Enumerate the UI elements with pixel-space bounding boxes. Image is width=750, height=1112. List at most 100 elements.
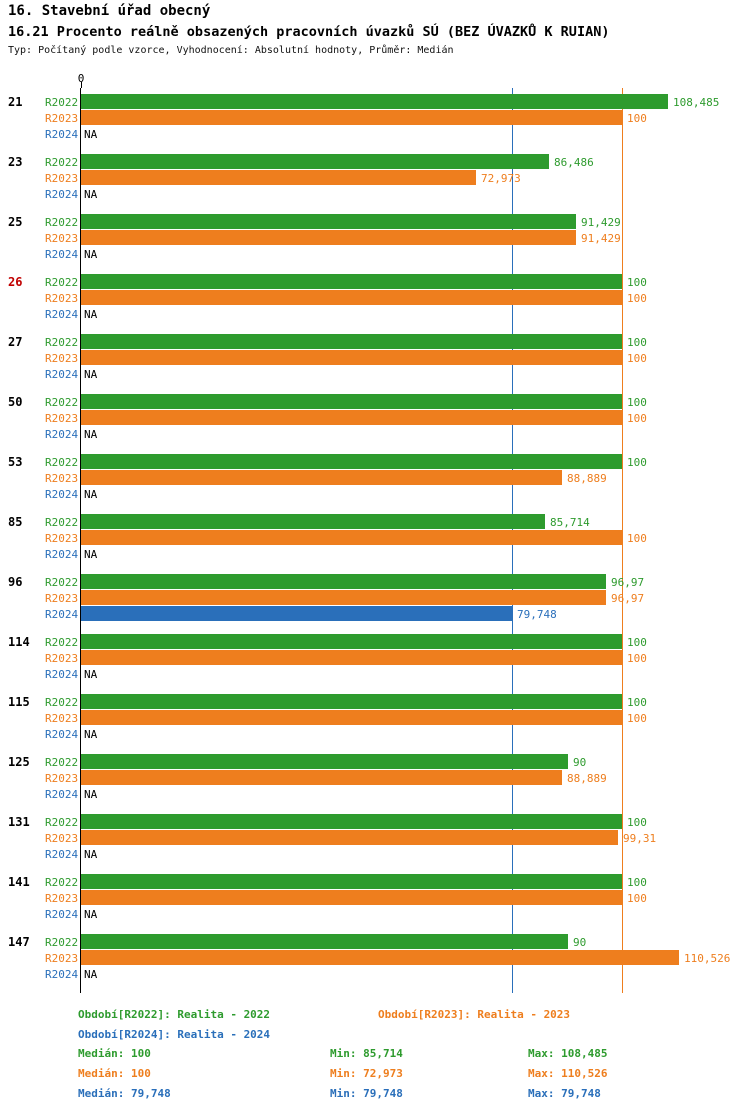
series-row-label: R2023 bbox=[45, 232, 79, 245]
series-row-label: R2023 bbox=[45, 532, 79, 545]
series-row-label: R2024 bbox=[45, 368, 79, 381]
group-label: 114 bbox=[8, 635, 30, 649]
group-label: 53 bbox=[8, 455, 23, 469]
bar-value-label: 100 bbox=[627, 876, 647, 889]
na-value-label: NA bbox=[84, 848, 98, 861]
bar-value-label: 108,485 bbox=[673, 96, 720, 109]
series-row-label: R2022 bbox=[45, 216, 79, 229]
bar-r2022 bbox=[81, 154, 549, 169]
series-row-label: R2023 bbox=[45, 772, 79, 785]
series-row-label: R2023 bbox=[45, 952, 79, 965]
bar-value-label: 96,97 bbox=[611, 592, 645, 605]
na-value-label: NA bbox=[84, 668, 98, 681]
report-title: 16. Stavební úřad obecný bbox=[8, 3, 211, 19]
axis-zero-label: 0 bbox=[77, 72, 85, 85]
bar-r2022 bbox=[81, 574, 606, 589]
series-row-label: R2023 bbox=[45, 472, 79, 485]
group-label: 147 bbox=[8, 935, 30, 949]
bar-value-label: 100 bbox=[627, 652, 647, 665]
series-row-label: R2022 bbox=[45, 96, 79, 109]
bar-r2022 bbox=[81, 634, 622, 649]
bar-r2022 bbox=[81, 814, 622, 829]
stat-min-r2023: Min: 72,973 bbox=[330, 1067, 403, 1080]
series-row-label: R2022 bbox=[45, 696, 79, 709]
bar-r2024 bbox=[81, 606, 512, 621]
series-row-label: R2023 bbox=[45, 172, 79, 185]
series-row-label: R2024 bbox=[45, 848, 79, 861]
group-label: 131 bbox=[8, 815, 30, 829]
bar-value-label: 90 bbox=[573, 756, 587, 769]
bar-value-label: 88,889 bbox=[567, 772, 607, 785]
na-value-label: NA bbox=[84, 308, 98, 321]
bar-r2023 bbox=[81, 410, 622, 425]
median-reference-line-r2023 bbox=[622, 88, 623, 993]
bar-r2022 bbox=[81, 214, 576, 229]
bar-value-label: 100 bbox=[627, 276, 647, 289]
series-row-label: R2024 bbox=[45, 608, 79, 621]
bar-value-label: 79,748 bbox=[517, 608, 557, 621]
series-row-label: R2022 bbox=[45, 936, 79, 949]
bar-r2023 bbox=[81, 290, 622, 305]
na-value-label: NA bbox=[84, 248, 98, 261]
group-label: 96 bbox=[8, 575, 23, 589]
stat-median-r2024: Medián: 79,748 bbox=[78, 1087, 171, 1100]
group-label: 26 bbox=[8, 275, 23, 289]
report-subtitle: 16.21 Procento reálně obsazených pracovn… bbox=[8, 24, 610, 40]
series-row-label: R2023 bbox=[45, 712, 79, 725]
bar-r2022 bbox=[81, 394, 622, 409]
na-value-label: NA bbox=[84, 788, 98, 801]
na-value-label: NA bbox=[84, 548, 98, 561]
bar-value-label: 100 bbox=[627, 712, 647, 725]
group-label: 25 bbox=[8, 215, 23, 229]
na-value-label: NA bbox=[84, 728, 98, 741]
value-axis-line bbox=[80, 88, 81, 993]
stat-median-r2022: Medián: 100 bbox=[78, 1047, 151, 1060]
bar-value-label: 99,31 bbox=[623, 832, 657, 845]
bar-r2022 bbox=[81, 514, 545, 529]
bar-r2022 bbox=[81, 694, 622, 709]
legend-item-r2023: Období[R2023]: Realita - 2023 bbox=[378, 1008, 571, 1021]
bar-r2023 bbox=[81, 350, 622, 365]
series-row-label: R2022 bbox=[45, 816, 79, 829]
bar-value-label: 86,486 bbox=[554, 156, 594, 169]
na-value-label: NA bbox=[84, 368, 98, 381]
bar-value-label: 100 bbox=[627, 636, 647, 649]
series-row-label: R2023 bbox=[45, 592, 79, 605]
bar-r2022 bbox=[81, 934, 568, 949]
bar-r2022 bbox=[81, 874, 622, 889]
stat-max-r2023: Max: 110,526 bbox=[528, 1067, 608, 1080]
series-row-label: R2022 bbox=[45, 156, 79, 169]
bar-r2023 bbox=[81, 530, 622, 545]
series-row-label: R2024 bbox=[45, 548, 79, 561]
group-label: 125 bbox=[8, 755, 30, 769]
bar-value-label: 100 bbox=[627, 292, 647, 305]
series-row-label: R2024 bbox=[45, 128, 79, 141]
series-row-label: R2022 bbox=[45, 636, 79, 649]
series-row-label: R2022 bbox=[45, 576, 79, 589]
series-row-label: R2024 bbox=[45, 308, 79, 321]
bar-value-label: 91,429 bbox=[581, 232, 621, 245]
legend-item-r2024: Období[R2024]: Realita - 2024 bbox=[78, 1028, 271, 1041]
axis-zero-tick bbox=[81, 82, 82, 88]
series-row-label: R2024 bbox=[45, 668, 79, 681]
bar-value-label: 96,97 bbox=[611, 576, 645, 589]
stat-max-r2022: Max: 108,485 bbox=[528, 1047, 608, 1060]
series-row-label: R2024 bbox=[45, 488, 79, 501]
na-value-label: NA bbox=[84, 968, 98, 981]
bar-r2023 bbox=[81, 890, 622, 905]
bar-value-label: 88,889 bbox=[567, 472, 607, 485]
series-row-label: R2024 bbox=[45, 788, 79, 801]
series-row-label: R2024 bbox=[45, 728, 79, 741]
bar-r2023 bbox=[81, 830, 618, 845]
series-row-label: R2024 bbox=[45, 188, 79, 201]
series-row-label: R2022 bbox=[45, 336, 79, 349]
series-row-label: R2023 bbox=[45, 412, 79, 425]
series-row-label: R2022 bbox=[45, 516, 79, 529]
series-row-label: R2022 bbox=[45, 276, 79, 289]
series-row-label: R2022 bbox=[45, 456, 79, 469]
bar-value-label: 100 bbox=[627, 696, 647, 709]
bar-value-label: 100 bbox=[627, 112, 647, 125]
bar-value-label: 110,526 bbox=[684, 952, 731, 965]
bar-r2023 bbox=[81, 710, 622, 725]
bar-r2023 bbox=[81, 110, 622, 125]
